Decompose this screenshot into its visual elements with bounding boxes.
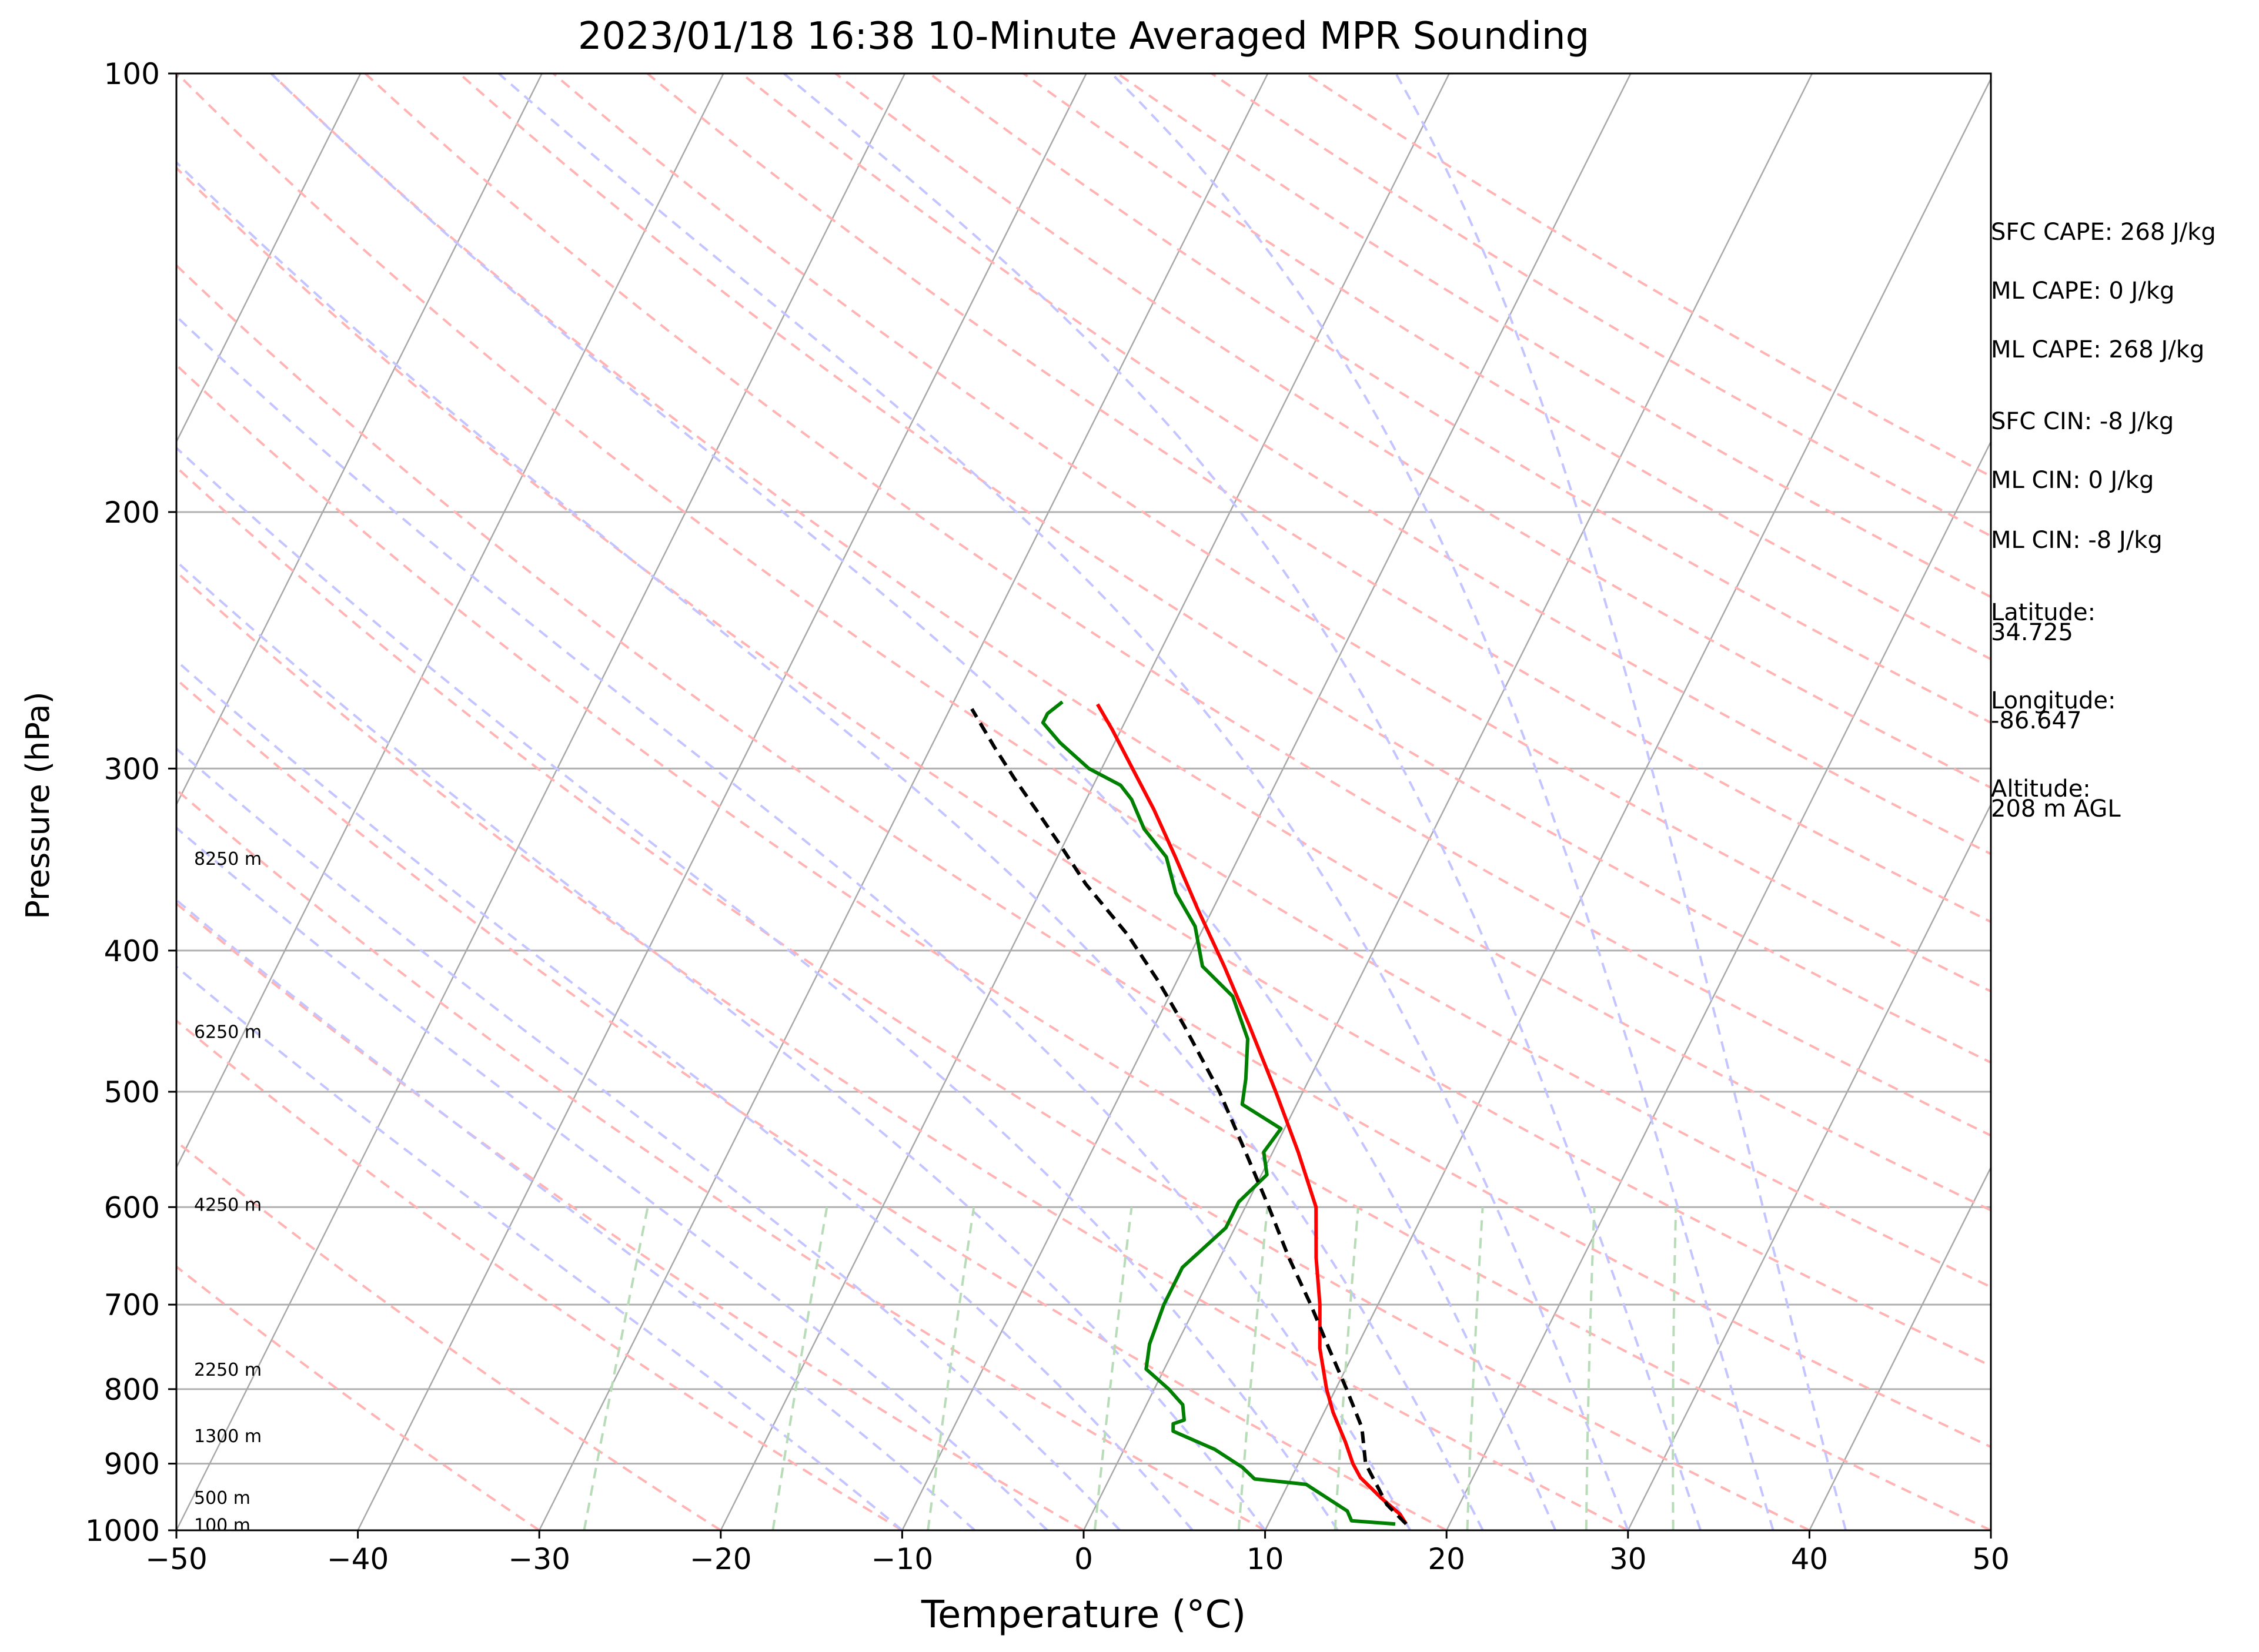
y-tick-label: 100	[104, 57, 160, 91]
mixing-ratio-line	[1237, 1207, 1269, 1530]
sounding-stats: SFC CAPE: 268 J/kg ML CAPE: 0 J/kg ML CA…	[1991, 0, 2216, 821]
y-tick-label: 900	[104, 1447, 160, 1482]
height-label: 8250 m	[194, 849, 262, 870]
moist-adiabat-line	[497, 73, 1629, 1530]
moist-adiabat-line	[783, 73, 1702, 1530]
dry-adiabat-line	[364, 73, 1991, 1137]
x-tick-label: 40	[1791, 1542, 1829, 1576]
y-axis-label: Pressure (hPa)	[19, 691, 56, 919]
ml-cape-label: ML CAPE: 0 J/kg	[1991, 277, 2175, 305]
moist-adiabat-line	[176, 659, 1194, 1530]
y-tick-label: 200	[104, 496, 160, 530]
x-tick-label: 20	[1428, 1542, 1465, 1576]
isotherm-line	[176, 73, 543, 807]
x-tick-label: −50	[145, 1542, 208, 1576]
isotherm-line	[1627, 802, 1991, 1530]
height-label: 1300 m	[194, 1426, 262, 1447]
moist-adiabat-line	[176, 446, 1339, 1530]
x-tick-label: 0	[1074, 1542, 1093, 1576]
y-tick-label: 800	[104, 1373, 160, 1407]
height-label: 100 m	[194, 1515, 250, 1536]
y-tick-label: 500	[104, 1075, 160, 1109]
profile-lines: 8250 m 6250 m 4250 m 2250 m 1300 m 500 m 100 m	[194, 700, 1408, 1536]
dry-adiabat-line	[740, 73, 1991, 855]
y-tick-label: 400	[104, 934, 160, 968]
moist-adiabat-line	[176, 965, 903, 1530]
dry-adiabat-line	[176, 1265, 540, 1530]
x-tick-label: 10	[1247, 1542, 1284, 1576]
dry-adiabat-line	[270, 73, 1991, 1212]
isotherm-line	[720, 73, 1450, 1530]
dry-adiabat-line	[176, 73, 1991, 1289]
ml-cin-label: ML CIN: 0 J/kg	[1991, 467, 2154, 494]
moist-adiabat-line	[1395, 73, 1847, 1530]
x-tick-label: −10	[871, 1542, 934, 1576]
mixing-ratio-line	[771, 1206, 828, 1530]
mixing-ratio-line	[927, 1206, 975, 1530]
isotherm-line	[1809, 1166, 1991, 1530]
isotherm-line	[1446, 440, 1991, 1530]
x-tick-label: −30	[508, 1542, 570, 1576]
moist-adiabat-line	[1110, 73, 1775, 1530]
moist-adiabat-line	[176, 315, 1412, 1530]
isotherm-line	[539, 73, 1269, 1530]
moist-adiabat-line	[270, 73, 1557, 1530]
dry-adiabat-line	[176, 788, 1266, 1530]
dry-adiabat-line	[552, 73, 1991, 993]
sfc-cin-label: SFC CIN: -8 J/kg	[1991, 408, 2174, 435]
moist-adiabat-line	[176, 747, 1121, 1530]
chart-title: 2023/01/18 16:38 10-Minute Averaged MPR …	[578, 15, 1589, 58]
dry-adiabat-line	[176, 363, 1991, 1530]
background-lines	[176, 73, 1991, 1530]
latitude-label: Latitude: 34.725	[1991, 599, 2096, 646]
mixing-ratio-line	[1585, 1207, 1596, 1530]
height-label: 500 m	[194, 1488, 250, 1509]
dry-adiabat-line	[176, 1019, 903, 1530]
axes: −50 −40 −30 −20 −10 0 10 20 30 40 50 100 200 300 400 50…	[85, 57, 2010, 1576]
ml-cin-label-2: ML CIN: -8 J/kg	[1991, 527, 2163, 554]
isotherm-line	[357, 73, 1087, 1530]
ml-cape-label-2: ML CAPE: 268 J/kg	[1991, 336, 2205, 363]
sfc-cape-label: SFC CAPE: 268 J/kg	[1991, 219, 2216, 246]
parcel-profile-line	[970, 708, 1408, 1526]
isotherm-line	[1082, 73, 1813, 1530]
dewpoint-profile-line	[1041, 700, 1396, 1526]
height-label: 6250 m	[194, 1022, 262, 1043]
y-tick-label: 300	[104, 752, 160, 786]
temperature-profile-line	[1096, 703, 1408, 1525]
dry-adiabat-line	[176, 677, 1448, 1530]
x-axis-label: Temperature (°C)	[921, 1593, 1246, 1637]
isotherm-line	[176, 73, 362, 444]
altitude-label: Altitude: 208 m AGL	[1991, 775, 2121, 822]
mixing-ratio-line	[1672, 1207, 1677, 1530]
dry-adiabat-line	[176, 465, 1810, 1530]
mixing-ratio-line	[1093, 1207, 1133, 1530]
height-label: 4250 m	[194, 1195, 262, 1216]
height-label: 2250 m	[194, 1360, 262, 1380]
x-tick-label: 30	[1609, 1542, 1647, 1576]
dry-adiabat-line	[176, 902, 1084, 1530]
mixing-ratio-line	[583, 1206, 649, 1530]
mixing-ratio-line	[1334, 1207, 1359, 1530]
moist-adiabat-line	[176, 560, 1266, 1530]
dry-adiabat-line	[176, 263, 1991, 1449]
longitude-label: Longitude: -86.647	[1991, 687, 2116, 734]
dry-adiabat-line	[458, 73, 1991, 1064]
y-tick-label: 700	[104, 1288, 160, 1322]
isotherm-line	[176, 73, 906, 1530]
x-tick-label: −40	[327, 1542, 389, 1576]
moist-adiabat-line	[176, 160, 1484, 1530]
y-tick-label: 600	[104, 1190, 160, 1225]
isotherm-line	[176, 73, 724, 1169]
x-tick-label: −20	[690, 1542, 752, 1576]
mixing-ratio-line	[1466, 1207, 1484, 1530]
x-tick-label: 50	[1972, 1542, 2010, 1576]
dry-adiabat-line	[176, 166, 1991, 1367]
y-tick-label: 1000	[85, 1514, 160, 1548]
